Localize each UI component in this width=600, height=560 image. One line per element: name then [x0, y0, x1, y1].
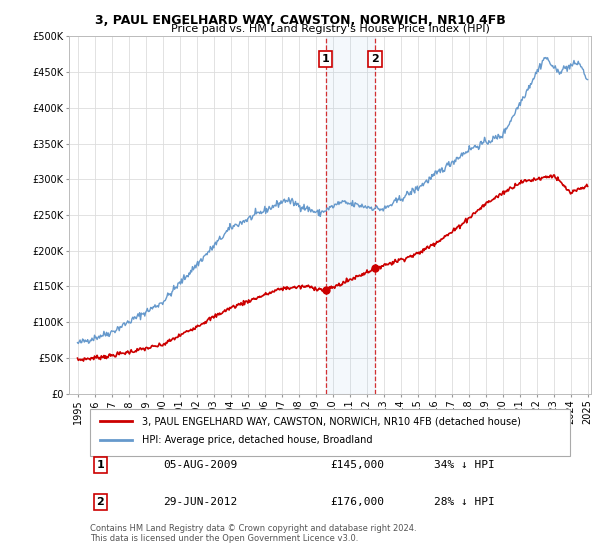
Text: 1: 1 — [322, 54, 329, 64]
Text: 3, PAUL ENGELHARD WAY, CAWSTON, NORWICH, NR10 4FB (detached house): 3, PAUL ENGELHARD WAY, CAWSTON, NORWICH,… — [142, 417, 521, 427]
Title: Price paid vs. HM Land Registry's House Price Index (HPI): Price paid vs. HM Land Registry's House … — [170, 24, 490, 34]
Text: 29-JUN-2012: 29-JUN-2012 — [163, 497, 237, 507]
Text: 1: 1 — [97, 460, 104, 470]
Text: 2: 2 — [371, 54, 379, 64]
Text: Contains HM Land Registry data © Crown copyright and database right 2024.
This d: Contains HM Land Registry data © Crown c… — [90, 524, 416, 543]
Text: 34% ↓ HPI: 34% ↓ HPI — [434, 460, 495, 470]
Bar — [326, 36, 375, 394]
Text: 2: 2 — [97, 497, 104, 507]
Text: 05-AUG-2009: 05-AUG-2009 — [163, 460, 237, 470]
Text: HPI: Average price, detached house, Broadland: HPI: Average price, detached house, Broa… — [142, 435, 373, 445]
Text: £145,000: £145,000 — [330, 460, 384, 470]
FancyBboxPatch shape — [90, 409, 570, 456]
Text: £176,000: £176,000 — [330, 497, 384, 507]
Text: 28% ↓ HPI: 28% ↓ HPI — [434, 497, 495, 507]
Text: 3, PAUL ENGELHARD WAY, CAWSTON, NORWICH, NR10 4FB: 3, PAUL ENGELHARD WAY, CAWSTON, NORWICH,… — [95, 14, 505, 27]
